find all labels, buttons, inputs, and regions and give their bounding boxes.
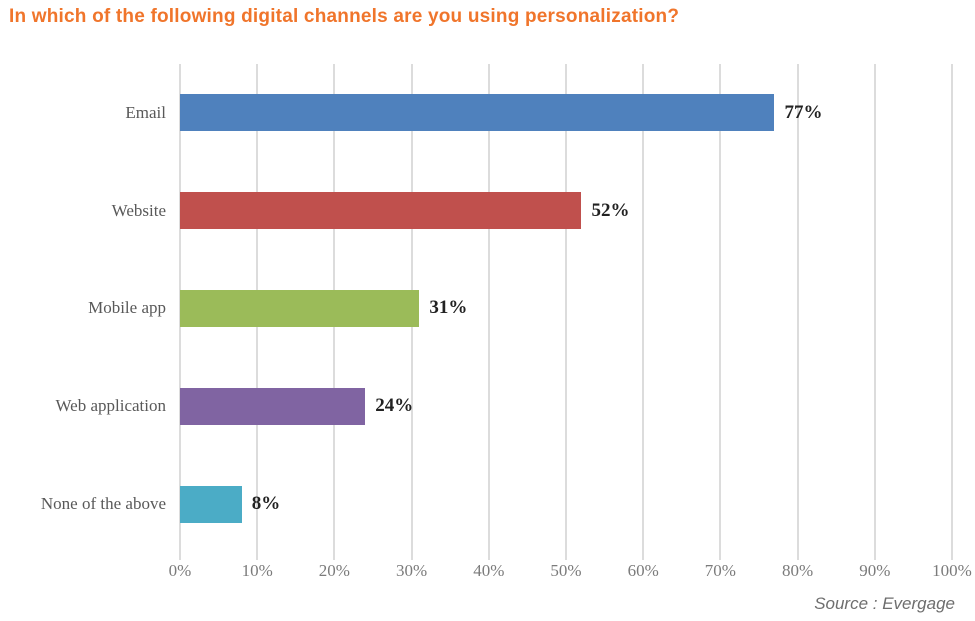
- bar-row-email: 77%: [180, 64, 952, 162]
- gridline-60: [642, 64, 645, 560]
- category-row-web-application: Web application: [0, 357, 166, 455]
- category-label-website: Website: [111, 200, 166, 220]
- category-label-none-of-the-above: None of the above: [40, 494, 166, 514]
- gridline-70: [719, 64, 722, 560]
- x-tick-label: 30%: [396, 561, 428, 580]
- plot-area: 77% 52% 31% 24% 8%: [179, 64, 953, 560]
- category-label-web-application: Web application: [55, 396, 166, 416]
- gridline-50: [565, 64, 567, 560]
- x-tick-label: 70%: [704, 561, 736, 580]
- x-tick-label: 0%: [168, 561, 192, 580]
- chart-title: In which of the following digital channe…: [9, 6, 680, 27]
- value-label-website: 52%: [591, 199, 630, 221]
- x-tick-label: 50%: [550, 561, 582, 580]
- gridline-90: [873, 64, 876, 560]
- bar-row-website: 52%: [180, 162, 952, 260]
- bar-row-web-application: 24%: [180, 357, 952, 455]
- bar-none-of-the-above: [180, 485, 242, 523]
- category-row-email: Email: [0, 64, 166, 162]
- bar-web-application: [180, 387, 366, 425]
- value-label-mobile-app: 31%: [429, 297, 468, 319]
- category-row-none-of-the-above: None of the above: [0, 455, 166, 553]
- bar-email: [180, 94, 775, 132]
- x-axis: 0% 10% 20% 30% 40% 50% 60% 70% 80% 90% 100%: [169, 561, 972, 585]
- gridline-80: [796, 64, 799, 560]
- category-axis: Email Website Mobile app Web application Non…: [0, 64, 166, 553]
- value-label-web-application: 24%: [375, 395, 414, 417]
- category-label-mobile-app: Mobile app: [88, 298, 166, 318]
- x-tick-label: 90%: [859, 561, 891, 580]
- x-tick-label: 80%: [782, 561, 814, 580]
- category-row-website: Website: [0, 162, 166, 260]
- category-label-email: Email: [125, 102, 166, 122]
- x-tick-label: 40%: [473, 561, 505, 580]
- gridline-40: [487, 64, 490, 560]
- value-label-email: 77%: [784, 101, 823, 123]
- bar-row-none-of-the-above: 8%: [180, 455, 952, 553]
- category-row-mobile-app: Mobile app: [0, 260, 166, 358]
- x-tick-label: 10%: [241, 561, 273, 580]
- x-tick-label: 100%: [932, 561, 972, 580]
- bar-row-mobile-app: 31%: [180, 260, 952, 358]
- x-tick-label: 20%: [318, 561, 350, 580]
- gridline-100: [951, 64, 953, 560]
- value-label-none-of-the-above: 8%: [251, 493, 281, 515]
- source-note: Source : Evergage: [814, 594, 955, 613]
- bar-website: [180, 192, 582, 230]
- x-tick-label: 60%: [627, 561, 659, 580]
- bar-mobile-app: [180, 289, 420, 327]
